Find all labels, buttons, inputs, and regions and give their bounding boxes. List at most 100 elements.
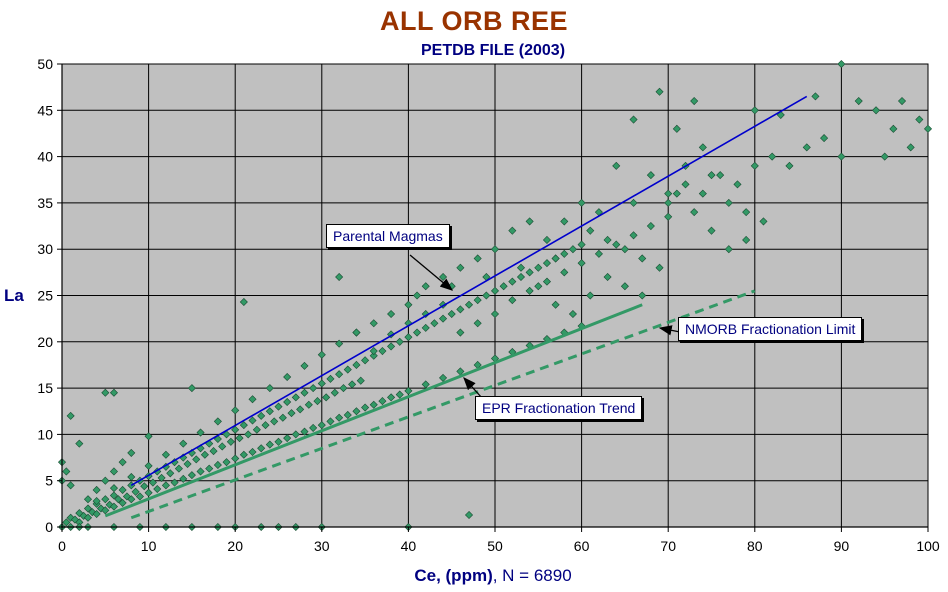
data-point <box>568 309 577 319</box>
data-point <box>724 245 733 254</box>
data-point <box>880 152 889 161</box>
data-point <box>283 434 292 443</box>
data-point <box>456 263 465 272</box>
data-point <box>62 518 71 527</box>
data-point <box>655 87 664 96</box>
data-point <box>664 198 673 207</box>
data-point <box>387 393 396 402</box>
data-point <box>646 222 655 231</box>
data-point <box>473 296 482 305</box>
data-point <box>534 282 543 291</box>
data-point <box>768 152 777 161</box>
data-point <box>785 161 794 170</box>
data-point <box>430 319 439 328</box>
data-point <box>456 305 465 314</box>
data-point <box>638 254 647 263</box>
data-point <box>166 469 175 478</box>
data-point <box>283 397 292 407</box>
data-point <box>906 143 915 152</box>
data-point <box>361 403 370 412</box>
data-point <box>83 513 93 522</box>
data-point <box>109 388 118 397</box>
data-point <box>109 502 118 511</box>
x-tick-label: 90 <box>834 538 850 554</box>
data-point <box>144 488 153 497</box>
data-point <box>101 495 110 504</box>
data-point <box>209 447 218 456</box>
x-tick-label: 10 <box>141 538 157 554</box>
data-point <box>612 161 621 170</box>
data-point <box>317 379 326 388</box>
data-point <box>239 421 248 430</box>
data-point <box>122 492 131 501</box>
data-point <box>317 350 326 359</box>
data-point <box>92 510 101 519</box>
data-point <box>369 351 378 360</box>
data-point <box>369 319 378 328</box>
data-point <box>218 442 227 451</box>
data-point <box>707 171 716 180</box>
data-point <box>698 143 707 152</box>
data-point <box>560 217 569 226</box>
data-point <box>196 428 205 437</box>
data-point <box>603 235 612 244</box>
data-point <box>66 411 75 420</box>
data-point <box>317 421 326 430</box>
data-point <box>135 492 144 501</box>
data-point <box>690 208 699 217</box>
data-point <box>369 400 378 409</box>
data-point <box>395 390 404 399</box>
x-axis-label-main: Ce, (ppm) <box>414 566 493 585</box>
data-point <box>516 263 526 272</box>
data-point <box>577 240 586 249</box>
data-point <box>231 425 240 434</box>
data-points <box>57 59 933 532</box>
data-point <box>335 272 344 282</box>
data-point <box>482 291 491 300</box>
data-point <box>837 59 846 69</box>
data-point <box>187 384 196 393</box>
data-point <box>148 478 157 487</box>
data-point <box>421 282 430 291</box>
data-point <box>326 374 335 383</box>
x-tick-label: 70 <box>660 538 676 554</box>
data-point <box>248 447 257 457</box>
data-point <box>339 384 348 393</box>
data-point <box>252 425 261 434</box>
annotation-epr-trend: EPR Fractionation Trend <box>475 396 643 420</box>
data-point <box>92 485 101 494</box>
data-point <box>196 467 205 476</box>
data-point <box>335 413 344 422</box>
data-point <box>387 342 396 351</box>
data-point <box>213 417 222 426</box>
data-point <box>200 450 209 459</box>
y-tick-label: 5 <box>45 473 53 489</box>
data-point <box>560 268 569 277</box>
x-axis-label-count: , N = 6890 <box>492 566 572 585</box>
data-point <box>387 309 396 319</box>
data-point <box>629 115 638 124</box>
data-point <box>300 361 309 370</box>
data-point <box>161 450 170 459</box>
x-tick-label: 40 <box>401 538 417 554</box>
x-tick-label: 60 <box>574 538 590 554</box>
data-point <box>516 272 526 282</box>
data-point <box>638 291 647 300</box>
chart-title: ALL ORB REE <box>379 6 568 36</box>
data-point <box>205 464 214 473</box>
trend-lines <box>104 95 808 520</box>
data-point <box>525 286 534 295</box>
data-point <box>542 235 551 244</box>
x-tick-label: 100 <box>916 538 940 554</box>
data-point <box>144 461 153 470</box>
data-point <box>231 454 240 463</box>
data-point <box>157 473 166 482</box>
data-point <box>179 439 188 448</box>
trend-line <box>130 95 808 487</box>
data-point <box>296 405 305 414</box>
data-point <box>326 417 335 426</box>
data-point <box>369 347 378 356</box>
data-point <box>118 498 127 507</box>
data-point <box>352 360 361 369</box>
data-point <box>612 240 621 249</box>
